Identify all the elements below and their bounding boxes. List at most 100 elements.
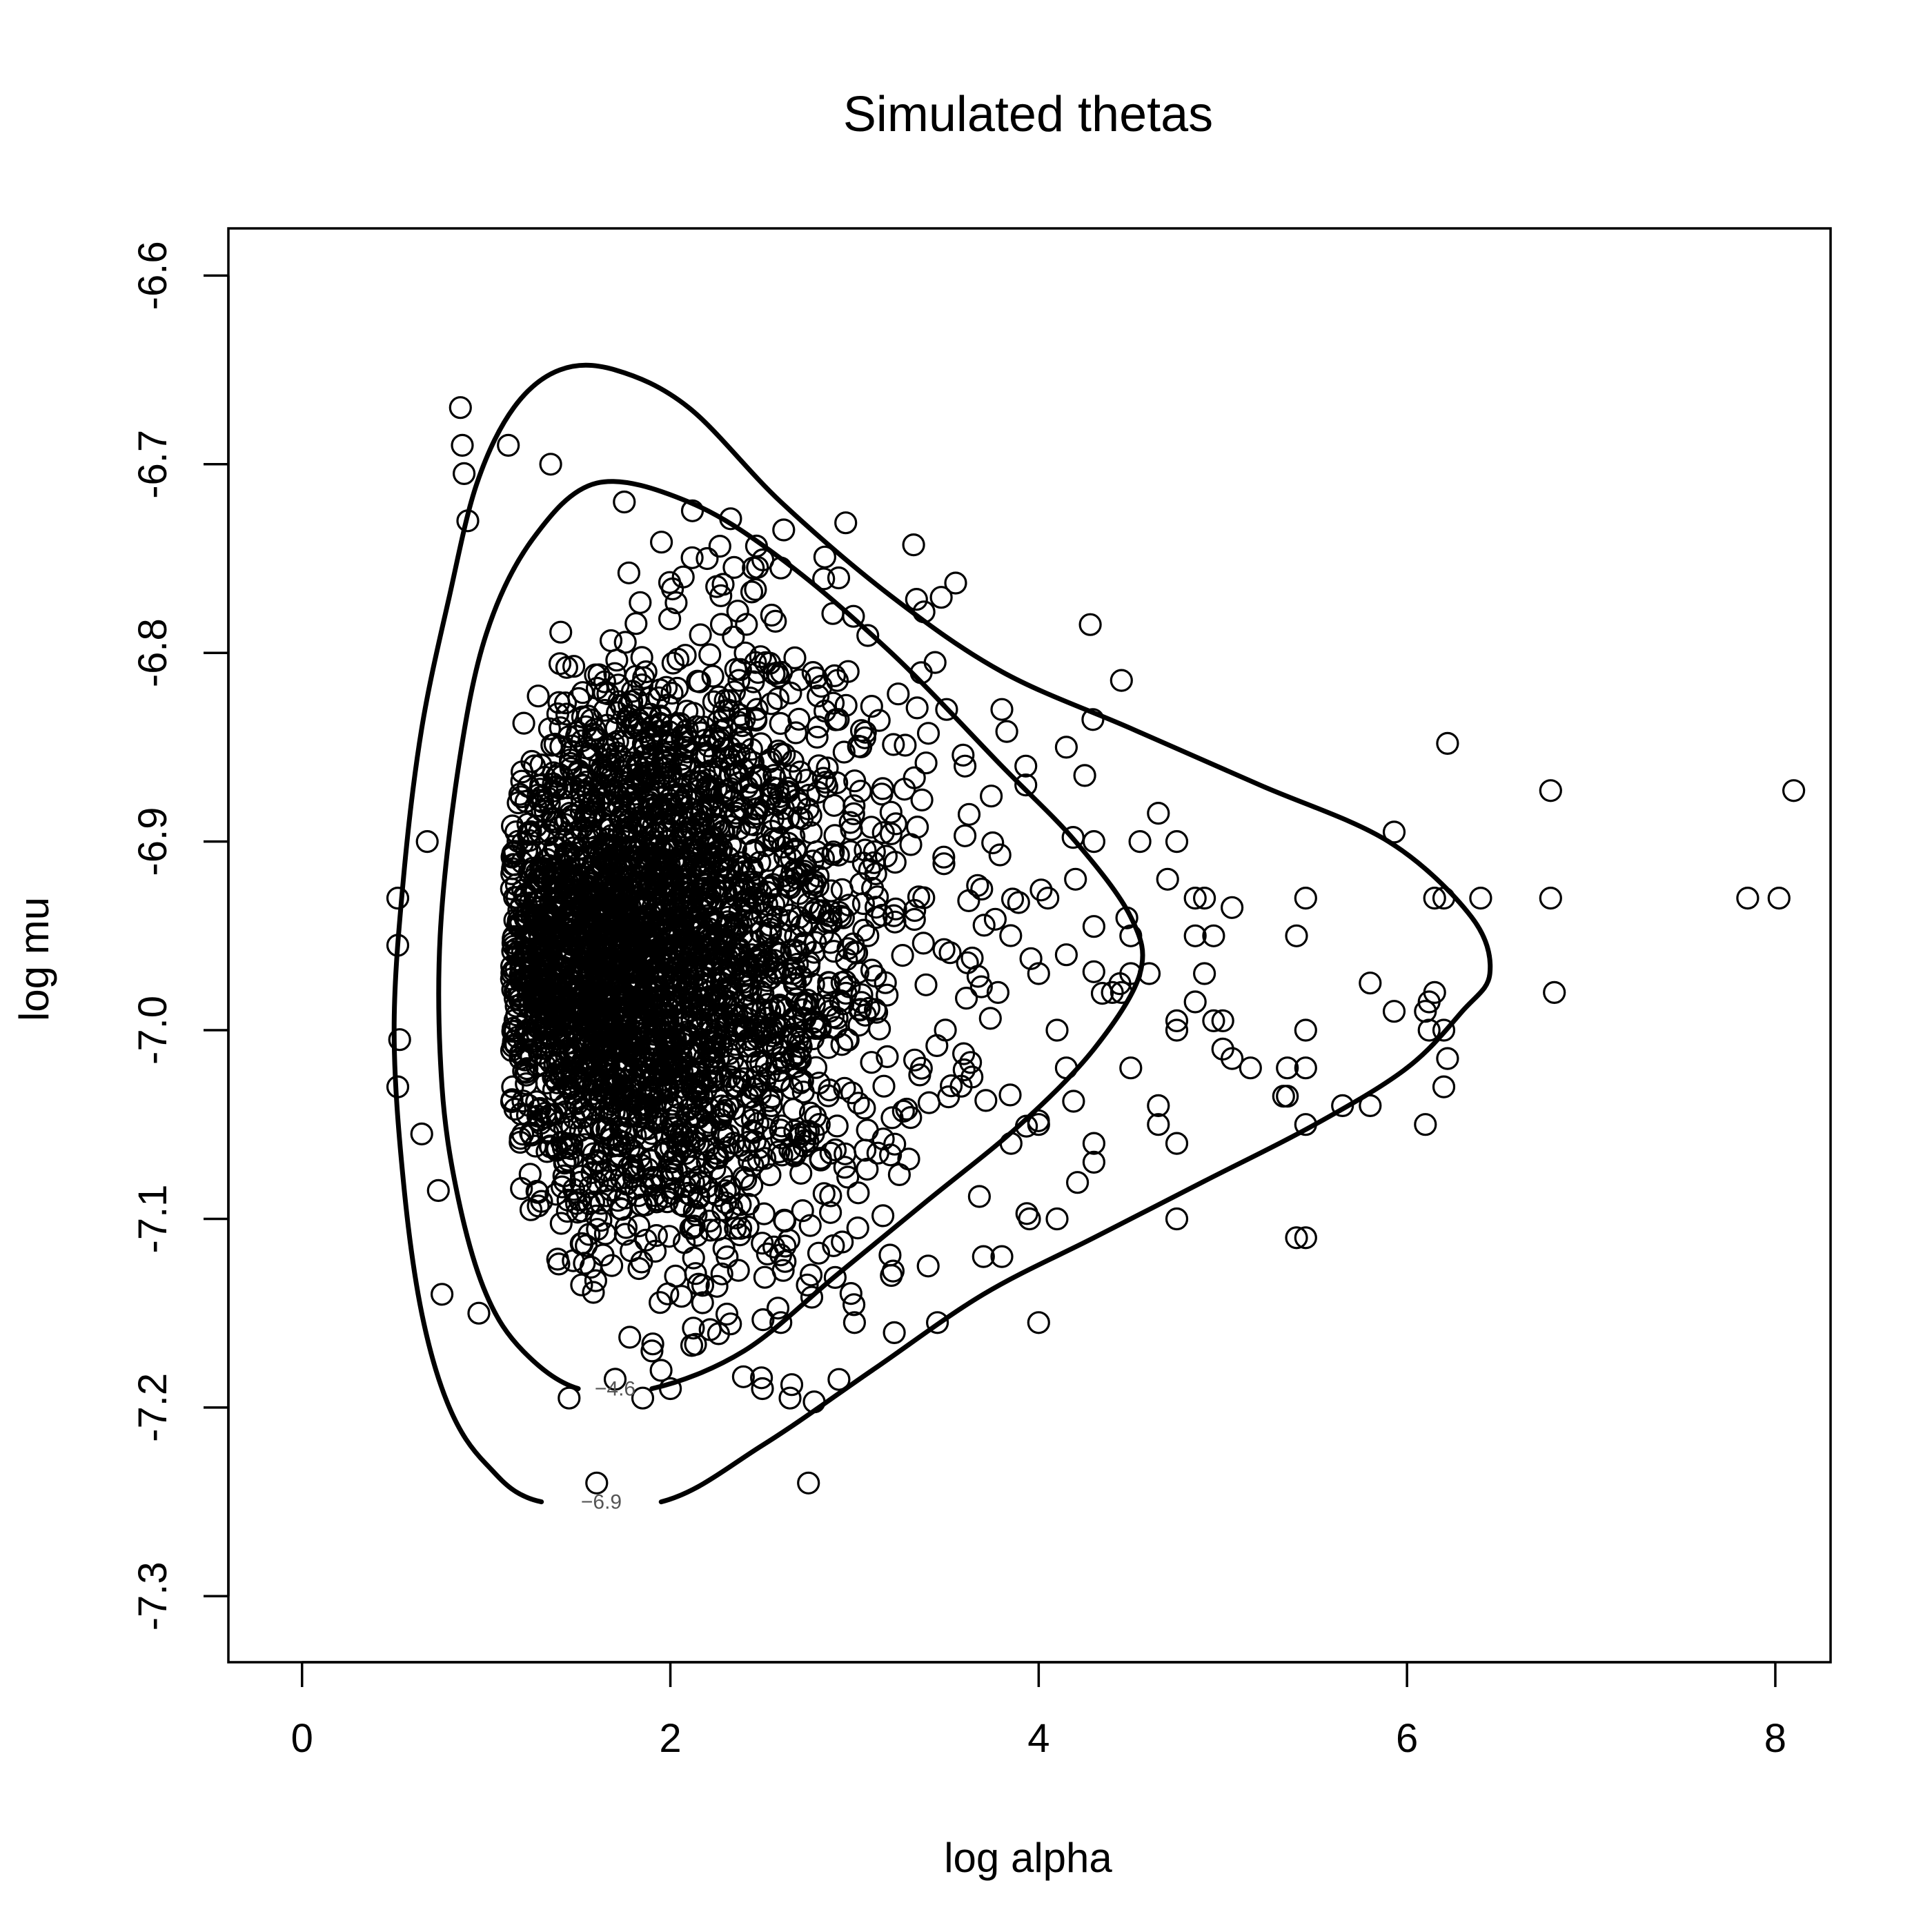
data-point [667, 777, 690, 800]
data-point [966, 965, 990, 988]
data-point [591, 1013, 615, 1036]
data-point [842, 1293, 866, 1317]
data-point [615, 1172, 638, 1196]
data-point [718, 834, 742, 857]
data-point [736, 1215, 760, 1239]
data-point [1082, 1150, 1106, 1174]
data-point [746, 1074, 769, 1098]
data-point [658, 607, 682, 631]
y-tick-label: -7.0 [130, 996, 175, 1065]
data-point [953, 754, 977, 778]
data-point [840, 818, 863, 841]
data-point [716, 1245, 739, 1269]
data-point [891, 1099, 915, 1123]
data-point [553, 1092, 577, 1116]
contour-label-0: −4.6 [595, 1378, 635, 1401]
data-point [642, 945, 666, 968]
data-point [856, 924, 880, 947]
data-point [727, 914, 750, 937]
data-point [500, 877, 523, 900]
data-point [386, 934, 410, 957]
data-point [914, 751, 938, 775]
data-point [742, 556, 765, 580]
data-point [938, 941, 962, 965]
data-point [682, 1246, 705, 1270]
data-point [679, 1216, 702, 1240]
data-point [658, 1377, 682, 1401]
data-point [740, 738, 763, 761]
data-point [749, 765, 772, 789]
data-point [774, 780, 798, 804]
x-tick-label: 0 [291, 1716, 313, 1761]
data-point [549, 620, 573, 644]
data-point [702, 812, 725, 836]
data-point [902, 533, 925, 557]
data-point [681, 1103, 705, 1127]
data-point [769, 1311, 793, 1334]
data-point [796, 988, 819, 1012]
data-point [671, 565, 695, 589]
data-point [577, 1136, 600, 1160]
data-point [638, 1148, 661, 1172]
data-point [1027, 1311, 1050, 1334]
data-point [762, 764, 786, 787]
data-point [773, 1250, 797, 1273]
data-point [827, 566, 851, 590]
data-point [909, 661, 933, 684]
data-point [1285, 1226, 1308, 1250]
data-point [526, 684, 550, 708]
data-point [619, 776, 642, 799]
data-point [693, 852, 718, 876]
data-point [706, 923, 729, 947]
data-point [1064, 867, 1087, 891]
y-tick-label: -6.6 [130, 241, 175, 310]
data-point [767, 739, 790, 763]
data-point [1192, 886, 1216, 910]
data-point [1014, 754, 1038, 778]
data-point [549, 716, 572, 740]
data-point [1539, 779, 1562, 802]
data-point [558, 1386, 581, 1410]
data-point [789, 914, 814, 938]
data-point [586, 1074, 611, 1098]
data-point [876, 983, 899, 1007]
data-point [777, 807, 800, 830]
data-point [1211, 1009, 1234, 1033]
data-point [711, 940, 735, 963]
data-point [813, 545, 837, 569]
data-point [664, 591, 688, 615]
data-point [887, 682, 910, 706]
data-point [1110, 980, 1134, 1005]
contour-label-1: −6.9 [581, 1491, 622, 1514]
data-point [865, 1000, 889, 1024]
data-point [860, 958, 884, 982]
data-point [1272, 1085, 1295, 1108]
data-point [714, 1069, 738, 1092]
data-point [932, 845, 956, 869]
data-point [1165, 1009, 1189, 1033]
data-point [560, 740, 584, 763]
data-point [555, 1031, 579, 1055]
data-point [778, 1386, 802, 1410]
data-point [1294, 1113, 1317, 1136]
data-point [1007, 891, 1030, 914]
data-point [779, 681, 802, 705]
data-point [805, 666, 828, 690]
data-point [1027, 1113, 1050, 1136]
data-point [979, 785, 1003, 808]
data-point [678, 758, 701, 781]
data-point [903, 1048, 927, 1072]
data-point [617, 847, 641, 871]
data-point [584, 663, 607, 687]
data-point [669, 966, 693, 989]
data-point [504, 1032, 527, 1056]
data-point [691, 1072, 715, 1096]
data-point [573, 1133, 597, 1156]
data-point [506, 944, 530, 967]
data-point [807, 715, 830, 739]
data-point [558, 880, 581, 904]
data-point [751, 1308, 775, 1332]
data-point [748, 1136, 771, 1159]
data-point [793, 993, 816, 1016]
data-point [1147, 1094, 1170, 1118]
